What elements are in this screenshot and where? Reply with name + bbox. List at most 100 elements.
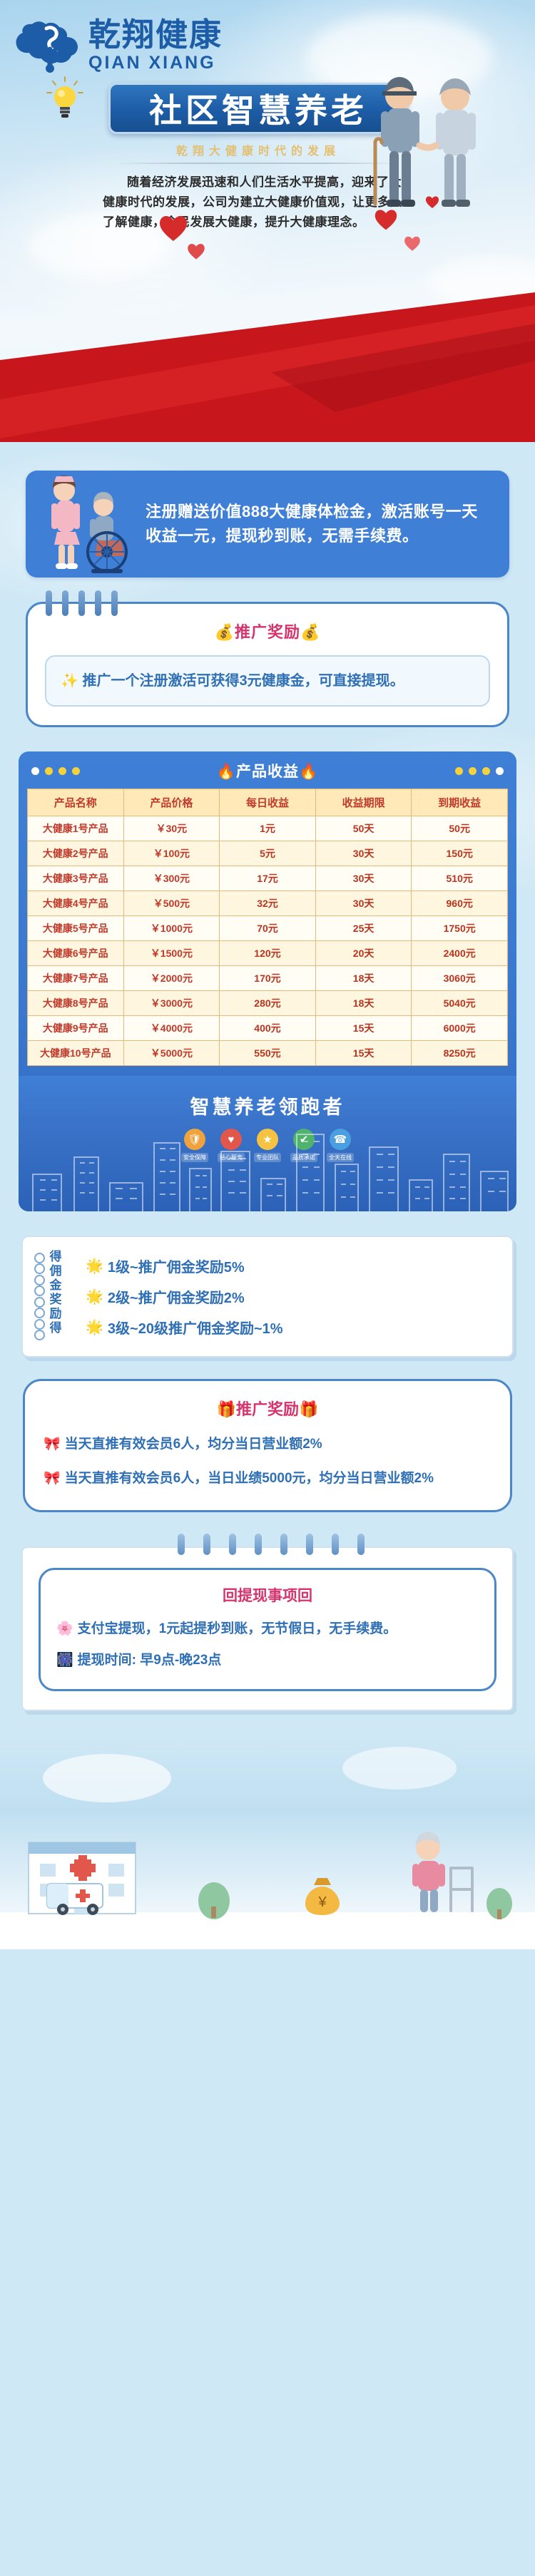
table-row: 大健康10号产品 ￥5000元 550元 15天 8250元 (27, 1040, 508, 1066)
page-title-banner: 社区智慧养老 (108, 83, 408, 134)
withdraw-item: 🎆 提现时间: 早9点-晚23点 (56, 1650, 479, 1671)
hero-section: 乾翔健康 QIAN XIANG 社区智慧养老 乾翔大健康时代的发展 随着经济发展… (0, 0, 535, 442)
table-cell: ￥3000元 (123, 990, 220, 1016)
brand-logo-block: 乾翔健康 QIAN XIANG (13, 11, 223, 74)
star-icon: 🌟 (86, 1320, 103, 1335)
spiral-binding (21, 1533, 514, 1555)
table-cell: 1元 (219, 816, 316, 841)
withdraw-notebook: 回提现事项回 🌸 支付宝提现，1元起提秒到账，无节假日，无手续费。 🎆 提现时间: 早… (21, 1533, 514, 1711)
brand-name-en: QIAN XIANG (88, 52, 216, 73)
levels-vertical-label: 得 佣 金 奖 励 得 (49, 1250, 62, 1335)
brand-name-cn: 乾翔健康 (88, 15, 223, 53)
withdraw-heading: 回提现事项回 (223, 1587, 312, 1604)
hero-subtitle: 乾翔大健康时代的发展 (175, 145, 340, 158)
withdraw-section: 回提现事项回 🌸 支付宝提现，1元起提秒到账，无节假日，无手续费。 🎆 提现时间: 早… (0, 1533, 535, 1735)
table-cell: 550元 (219, 1040, 316, 1066)
level-item-label: 3级~20级推广佣金奖励~1% (107, 1321, 283, 1337)
notice-text: 注册赠送价值888大健康体检金，激活账号一天收益一元，提现秒到账，无需手续费。 (146, 502, 478, 545)
promo-reward-1-section: 💰推广奖励💰 ✨ 推广一个注册激活可获得3元健康金，可直接提现。 (0, 590, 535, 751)
table-cell: ￥2000元 (123, 965, 220, 991)
table-row: 大健康7号产品 ￥2000元 170元 18天 3060元 (27, 965, 508, 991)
table-cell: 大健康10号产品 (27, 1040, 124, 1066)
table-cell: 50天 (315, 816, 412, 841)
table-cell: 3060元 (411, 965, 508, 991)
badge-label: 安全保障 (181, 1153, 208, 1162)
notebook-rings (34, 1253, 45, 1340)
page-title: 社区智慧养老 (149, 91, 367, 130)
registration-notice-box: 注册赠送价值888大健康体检金，激活账号一天收益一元，提现秒到账，无需手续费。 (26, 471, 509, 578)
table-cell: 30天 (315, 891, 412, 916)
badge-全天在线: ☎ 全天在线 (327, 1129, 354, 1162)
table-cell: 大健康2号产品 (27, 841, 124, 866)
star-icon: 🌟 (86, 1289, 103, 1305)
table-header-row: 产品名称 产品价格 每日收益 收益期限 到期收益 (27, 789, 508, 816)
footer-scene-icon: ¥ (0, 1746, 535, 1949)
elderly-couple-illustration (373, 77, 476, 207)
table-cell: 30天 (315, 841, 412, 866)
product-table-section: 🔥产品收益🔥 产品名称 产品价格 每日收益 收益期限 到期收益 大健康1号产品 ￥30元 1… (0, 751, 535, 1211)
table-cell: 大健康6号产品 (27, 940, 124, 966)
ambulance-icon (46, 1882, 103, 1915)
table-cell: 1750元 (411, 915, 508, 941)
table-cell: ￥4000元 (123, 1015, 220, 1041)
level-item-label: 1级~推广佣金奖励5% (107, 1260, 245, 1276)
lightbulb-icon (46, 76, 83, 118)
table-cell: 5元 (219, 841, 316, 866)
withdraw-item-label: 支付宝提现，1元起提秒到账，无节假日，无手续费。 (77, 1621, 397, 1636)
table-cell: 280元 (219, 990, 316, 1016)
table-col-header-4: 到期收益 (411, 789, 508, 816)
table-row: 大健康1号产品 ￥30元 1元 50天 50元 (27, 816, 508, 841)
promo-reward-2-item: 🎀 当天直推有效会员6人，当日业绩5000元，均分当日营业额2% (44, 1468, 491, 1489)
badges-row: 🛡 安全保障 ♥ 贴心服务 ★ 专业团队 ✔ 品质承诺 ☎ 全天在线 (19, 1129, 516, 1162)
promo-reward-1-body: ✨ 推广一个注册激活可获得3元健康金，可直接提现。 (45, 655, 490, 707)
body-content: 注册赠送价值888大健康体检金，激活账号一天收益一元，提现秒到账，无需手续费。 … (0, 442, 535, 1949)
promo-reward-2-item-label: 当天直推有效会员6人，均分当日营业额2% (64, 1437, 322, 1452)
table-cell: 8250元 (411, 1040, 508, 1066)
table-cell: 大健康8号产品 (27, 990, 124, 1016)
sparkle-icon: ✨ (61, 673, 78, 689)
table-cell: 15天 (315, 1040, 412, 1066)
red-ribbon-decoration (0, 292, 535, 442)
badge-label: 全天在线 (327, 1153, 354, 1162)
heart-icon (160, 216, 187, 241)
promo-reward-2-card: 🎁推广奖励🎁 🎀 当天直推有效会员6人，均分当日营业额2% 🎀 当天直推有效会员6人，… (23, 1379, 512, 1512)
level-item-label: 2级~推广佣金奖励2% (107, 1290, 245, 1306)
promo-reward-2-item-label: 当天直推有效会员6人，当日业绩5000元，均分当日营业额2% (64, 1471, 434, 1487)
table-cell: 70元 (219, 915, 316, 941)
table-cell: 960元 (411, 891, 508, 916)
table-row: 大健康2号产品 ￥100元 5元 30天 150元 (27, 841, 508, 866)
nurse-wheelchair-illustration (51, 476, 128, 573)
skyline-banner: 智慧养老领跑者 🛡 安全保障 ♥ 贴心服务 ★ 专业团队 ✔ 品质承诺 ☎ 全天在线 (19, 1076, 516, 1211)
promo-page: 乾翔健康 QIAN XIANG 社区智慧养老 乾翔大健康时代的发展 随着经济发展… (0, 0, 535, 1949)
cloud-decoration (29, 214, 171, 278)
withdraw-item-label: 提现时间: 早9点-晚23点 (77, 1653, 222, 1668)
table-row: 大健康8号产品 ￥3000元 280元 18天 5040元 (27, 990, 508, 1016)
table-cell: 170元 (219, 965, 316, 991)
table-cell: 大健康4号产品 (27, 891, 124, 916)
fireworks-icon: 🎆 (56, 1653, 73, 1668)
promo-reward-1-heading: 💰推广奖励💰 (214, 623, 321, 641)
table-row: 大健康3号产品 ￥300元 17元 30天 510元 (27, 866, 508, 891)
skyline-title: 智慧养老领跑者 (190, 1097, 345, 1118)
elderly-walker-illustration (412, 1831, 474, 1912)
product-table-inner: 产品名称 产品价格 每日收益 收益期限 到期收益 大健康1号产品 ￥30元 1元 50天 50元… (19, 789, 516, 1076)
table-col-header-2: 每日收益 (219, 789, 316, 816)
table-cell: 18天 (315, 990, 412, 1016)
table-col-header-3: 收益期限 (315, 789, 412, 816)
city-skyline-icon (32, 1134, 509, 1211)
table-cell: 大健康7号产品 (27, 965, 124, 991)
table-cell: 2400元 (411, 940, 508, 966)
dots-right (454, 766, 504, 775)
heart-icon (374, 210, 397, 230)
table-cell: 15天 (315, 1015, 412, 1041)
table-cell: ￥300元 (123, 866, 220, 891)
level-item: 🌟 3级~20级推广佣金奖励~1% (86, 1317, 498, 1338)
table-row: 大健康9号产品 ￥4000元 400元 15天 6000元 (27, 1015, 508, 1041)
money-bag-icon: ¥ (305, 1877, 340, 1915)
product-table-panel: 🔥产品收益🔥 产品名称 产品价格 每日收益 收益期限 到期收益 大健康1号产品 ￥30元 1… (19, 751, 516, 1211)
withdraw-paper: 回提现事项回 🌸 支付宝提现，1元起提秒到账，无节假日，无手续费。 🎆 提现时间: 早… (21, 1546, 514, 1711)
table-cell: 17元 (219, 866, 316, 891)
badge-贴心服务: ♥ 贴心服务 (218, 1129, 245, 1162)
divider (114, 163, 399, 164)
table-cell: 5040元 (411, 990, 508, 1016)
